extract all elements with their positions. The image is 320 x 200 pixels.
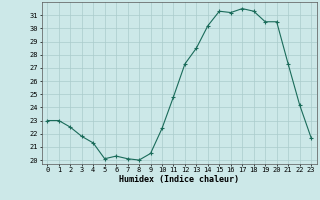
X-axis label: Humidex (Indice chaleur): Humidex (Indice chaleur) — [119, 175, 239, 184]
